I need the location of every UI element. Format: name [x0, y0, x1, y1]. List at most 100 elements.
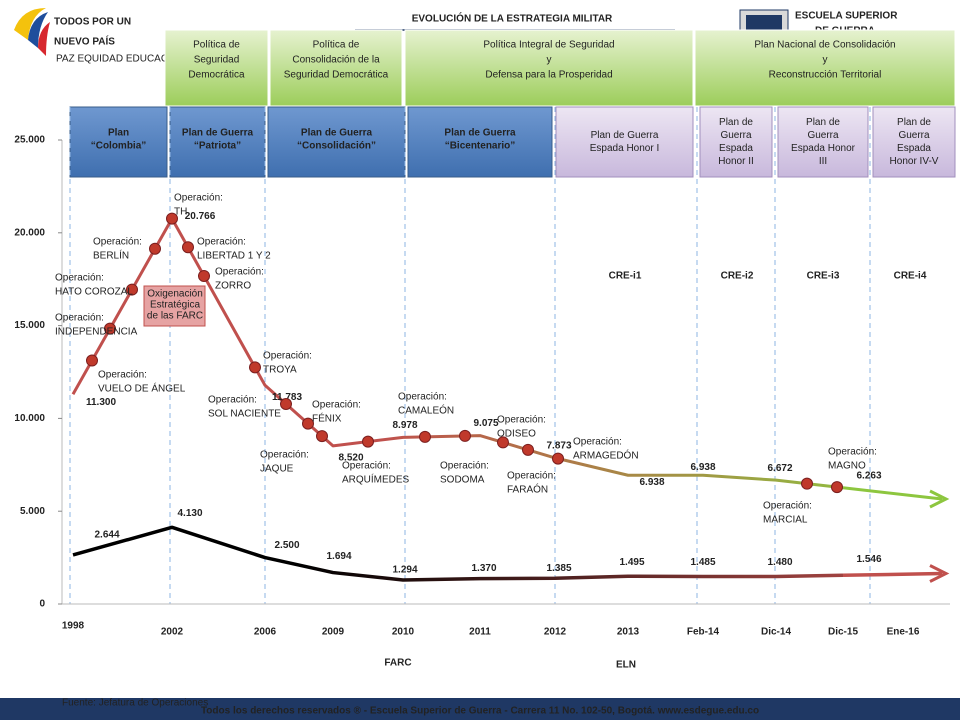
- arrow-head: [929, 564, 950, 583]
- x-tick-label: 2013: [617, 627, 640, 638]
- phase-label: CRE-i2: [721, 271, 754, 282]
- plan-text: Guerra: [898, 130, 930, 141]
- arrow-shaft: [842, 571, 943, 578]
- operation-dot: [497, 436, 509, 449]
- policy-box: [269, 29, 403, 107]
- callout-box: [143, 285, 206, 327]
- plan-box: [267, 106, 406, 178]
- operation-dot: [552, 452, 564, 465]
- policy-text: Política Integral de Seguridad: [483, 40, 614, 51]
- x-tick-label: Dic-15: [828, 627, 858, 638]
- policy-text: Política de: [313, 40, 360, 51]
- value-label: 6.938: [639, 477, 664, 488]
- phase-label: CRE-i4: [894, 271, 927, 282]
- logo-text: ESCUELA SUPERIOR: [795, 11, 898, 22]
- x-tick-label: Ene-16: [887, 627, 920, 638]
- policy-text: Plan Nacional de Consolidación: [754, 40, 895, 51]
- chart-title: EVOLUCIÓN DE LA ESTRATEGIA MILITAR: [412, 12, 613, 25]
- operation-label: FÉNIX: [312, 412, 342, 425]
- arrow-shaft: [842, 486, 943, 501]
- plan-text: “Colombia”: [91, 141, 147, 152]
- operation-dot: [522, 443, 534, 456]
- plan-text: Plan de Guerra: [444, 128, 516, 139]
- value-label: 1.495: [619, 557, 644, 568]
- operation-dot: [831, 481, 843, 494]
- plan-box: [699, 106, 773, 178]
- plan-text: Guerra: [720, 130, 752, 141]
- operation-label: Operación:: [440, 461, 489, 472]
- plan-text: Espada: [719, 143, 753, 154]
- value-label: 6.263: [856, 470, 881, 481]
- plan-box: [407, 106, 553, 178]
- footer-bar: [0, 698, 960, 720]
- operation-dot: [302, 417, 314, 430]
- value-label: 2.644: [94, 530, 119, 541]
- operation-label: Operación:: [55, 273, 104, 284]
- operation-dot: [280, 398, 292, 411]
- plan-box: [69, 106, 168, 178]
- value-label: 7.873: [546, 441, 571, 452]
- x-tick-label: 2011: [469, 627, 491, 638]
- x-tick-label: 2002: [161, 627, 184, 638]
- value-label: 1.385: [546, 563, 571, 574]
- plan-box: [777, 106, 869, 178]
- policy-text: Reconstrucción Territorial: [769, 70, 882, 81]
- operation-label: INDEPENDENCIA: [55, 327, 138, 338]
- policy-text: Seguridad: [194, 55, 240, 66]
- callout-text: Oxigenación: [147, 289, 203, 300]
- y-tick-label: 20.000: [14, 227, 45, 238]
- operation-dot: [166, 212, 178, 225]
- operation-dot: [126, 283, 138, 296]
- operation-label: CAMALEÓN: [398, 404, 454, 417]
- left-logo: [14, 8, 50, 56]
- plan-text: Guerra: [807, 130, 839, 141]
- x-tick-label: 2010: [392, 627, 415, 638]
- y-tick-label: 25.000: [14, 135, 45, 146]
- operation-label: MAGNO: [828, 461, 866, 472]
- plan-box: [169, 106, 266, 178]
- plan-text: Plan de Guerra: [182, 128, 254, 139]
- operation-label: Operación:: [507, 471, 556, 482]
- footer-source: Fuente: Jefatura de Operaciones: [62, 698, 208, 709]
- operation-dot: [104, 322, 116, 335]
- y-tick-label: 15.000: [14, 320, 45, 331]
- x-tick-label: 2009: [322, 627, 345, 638]
- operation-label: LIBERTAD 1 Y 2: [197, 251, 271, 262]
- series-line: [71, 217, 844, 490]
- plan-text: “Consolidación”: [297, 141, 376, 152]
- plan-text: Espada Honor I: [590, 143, 660, 154]
- x-tick-label: 1998: [62, 621, 85, 632]
- value-label: 1.294: [392, 565, 417, 576]
- value-label: 4.130: [177, 508, 202, 519]
- operation-dot: [419, 430, 431, 443]
- x-tick-label: 2012: [544, 627, 567, 638]
- plan-text: Espada Honor: [791, 143, 856, 154]
- operation-label: Operación:: [342, 461, 391, 472]
- plan-text: Plan de Guerra: [591, 130, 659, 141]
- operation-dot: [86, 354, 98, 367]
- value-label: 1.480: [767, 557, 792, 568]
- operation-label: Operación:: [573, 437, 622, 448]
- value-label: 11.783: [272, 392, 302, 403]
- operation-label: Operación:: [215, 267, 264, 278]
- y-tick-label: 10.000: [14, 413, 45, 424]
- value-label: 6.672: [767, 463, 792, 474]
- operation-dot: [182, 241, 194, 254]
- operation-label: Operación:: [312, 400, 361, 411]
- operation-label: BERLÍN: [93, 249, 129, 262]
- operation-dot: [801, 477, 813, 490]
- operation-label: ARQUÍMEDES: [342, 473, 410, 486]
- policy-text: Seguridad Democrática: [284, 70, 389, 81]
- x-tick-label: 2006: [254, 627, 277, 638]
- policy-box: [694, 29, 956, 107]
- operation-label: TH: [174, 207, 187, 218]
- operation-label: Operación:: [174, 193, 223, 204]
- operation-label: SOL NACIENTE: [208, 409, 281, 420]
- phase-label: CRE-i3: [807, 271, 840, 282]
- operation-label: ZORRO: [215, 281, 251, 292]
- value-label: 1.694: [326, 551, 351, 562]
- operation-label: HATO COROZAL: [55, 287, 133, 298]
- x-tick-label: Feb-14: [687, 627, 720, 638]
- plan-text: III: [819, 156, 827, 167]
